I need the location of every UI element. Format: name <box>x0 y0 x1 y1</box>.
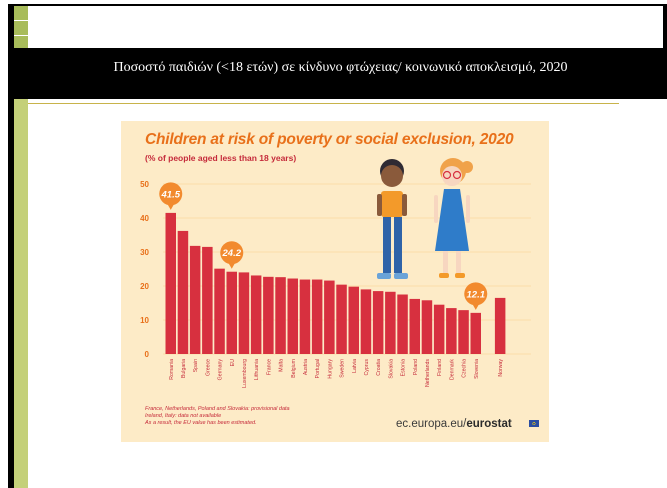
infographic-image: 41.5 24.2 12.1 0 10 20 30 40 50 Romania Bulgaria S… <box>121 121 549 442</box>
value-callout-pointer <box>166 202 175 210</box>
x-tick-label: Portugal <box>315 359 321 378</box>
x-tick-label: Poland <box>413 359 419 375</box>
bar-belgium <box>287 278 298 354</box>
x-tick-label: Estonia <box>401 359 407 376</box>
x-tick-label: Slovenia <box>474 359 480 379</box>
bar-malta <box>275 277 286 354</box>
bar-czechia <box>458 310 469 354</box>
frame-left-border <box>8 4 14 488</box>
x-tick-label: Lithuania <box>254 359 260 380</box>
x-tick-label: Croatia <box>376 359 382 376</box>
x-tick-label: Sweden <box>340 359 346 378</box>
bar-netherlands <box>421 300 433 354</box>
bar-austria <box>299 279 311 354</box>
bar-spain <box>189 245 201 354</box>
x-tick-label: Belgium <box>291 359 297 378</box>
x-tick-label: Germany <box>218 359 224 381</box>
chart-title: Children at risk of poverty or social ex… <box>145 131 514 148</box>
bar-luxembourg <box>238 272 250 354</box>
x-tick-label: Norway <box>498 359 504 377</box>
x-tick-label: France <box>266 359 272 375</box>
children-illustration <box>377 158 473 279</box>
value-callout-badge <box>159 182 183 206</box>
value-callout-pointer <box>227 261 236 269</box>
x-tick-label: Bulgaria <box>181 359 187 378</box>
decorative-olive-bar <box>14 6 28 488</box>
value-callout-badge <box>464 282 488 306</box>
bar-romania <box>165 212 176 354</box>
x-tick-label: Luxembourg <box>242 359 248 388</box>
brand-name: eurostat <box>466 418 512 430</box>
bar-sweden <box>336 284 347 354</box>
value-callout-label: 41.5 <box>161 189 181 200</box>
x-tick-label: Greece <box>205 359 211 376</box>
x-tick-label: Netherlands <box>425 359 431 387</box>
bar-estonia <box>397 294 408 354</box>
slide-title: Ποσοστό παιδιών (<18 ετών) σε κίνδυνο φτ… <box>113 60 568 75</box>
eu-flag-icon <box>529 420 539 427</box>
y-tick-label: 20 <box>140 282 149 291</box>
decorative-square <box>14 6 28 21</box>
source-note-line: As a result, the EU value has been estim… <box>145 420 257 426</box>
value-callout-label: 24.2 <box>222 248 242 259</box>
y-tick-label: 50 <box>140 180 149 189</box>
bar-eu <box>226 271 237 354</box>
bar-slovakia <box>385 291 396 354</box>
title-band <box>14 48 667 99</box>
x-tick-label: Austria <box>303 359 309 375</box>
bar-germany <box>214 268 225 354</box>
y-tick-label: 30 <box>140 248 149 257</box>
y-tick-label: 10 <box>140 316 149 325</box>
value-callout-badge <box>220 241 244 265</box>
girl-figure <box>434 158 473 278</box>
bar-chart: 41.5 24.2 12.1 0 10 20 30 40 50 Romania Bulgaria S… <box>140 158 531 388</box>
bar-portugal <box>311 279 323 354</box>
x-tick-label: Romania <box>169 359 175 380</box>
bar-croatia <box>372 291 384 354</box>
bar-lithuania <box>250 275 262 354</box>
x-tick-label: Spain <box>193 359 199 372</box>
bar-bulgaria <box>177 230 189 354</box>
frame-right-border <box>663 4 667 99</box>
bar-denmark <box>446 308 457 354</box>
title-divider <box>28 103 619 104</box>
bar-norway <box>494 297 506 354</box>
y-tick-label: 0 <box>145 350 150 359</box>
decorative-square <box>14 21 28 36</box>
bar-greece <box>202 246 213 354</box>
x-tick-label: Cyprus <box>364 359 370 376</box>
x-tick-label: Czechia <box>462 359 468 378</box>
x-tick-label: EU <box>230 359 236 366</box>
bar-poland <box>409 298 420 354</box>
bar-hungary <box>324 280 335 354</box>
x-tick-label: Denmark <box>449 359 455 380</box>
bar-slovenia <box>470 312 481 354</box>
source-note-line: France, Netherlands, Poland and Slovakia… <box>145 406 290 412</box>
value-callout-label: 12.1 <box>467 289 486 300</box>
bar-latvia <box>348 286 359 354</box>
eurostat-brand: ec.europa.eu/eurostat <box>396 418 512 430</box>
brand-prefix: ec.europa.eu/ <box>396 418 467 430</box>
x-tick-label: Malta <box>279 359 285 372</box>
frame-top-border <box>8 4 667 6</box>
y-tick-label: 40 <box>140 214 149 223</box>
bar-france <box>263 276 274 354</box>
x-tick-label: Latvia <box>352 359 358 373</box>
x-tick-label: Slovakia <box>388 359 394 379</box>
x-tick-label: Finland <box>437 359 443 376</box>
x-tick-label: Hungary <box>327 359 333 379</box>
chart-subtitle: (% of people aged less than 18 years) <box>145 153 297 163</box>
source-notes: France, Netherlands, Poland and Slovakia… <box>145 406 290 427</box>
boy-figure <box>377 159 408 279</box>
bar-cyprus <box>360 289 372 354</box>
value-callout-pointer <box>471 302 480 310</box>
bar-finland <box>433 304 445 354</box>
source-note-line: Ireland, Italy: data not available <box>145 413 222 419</box>
